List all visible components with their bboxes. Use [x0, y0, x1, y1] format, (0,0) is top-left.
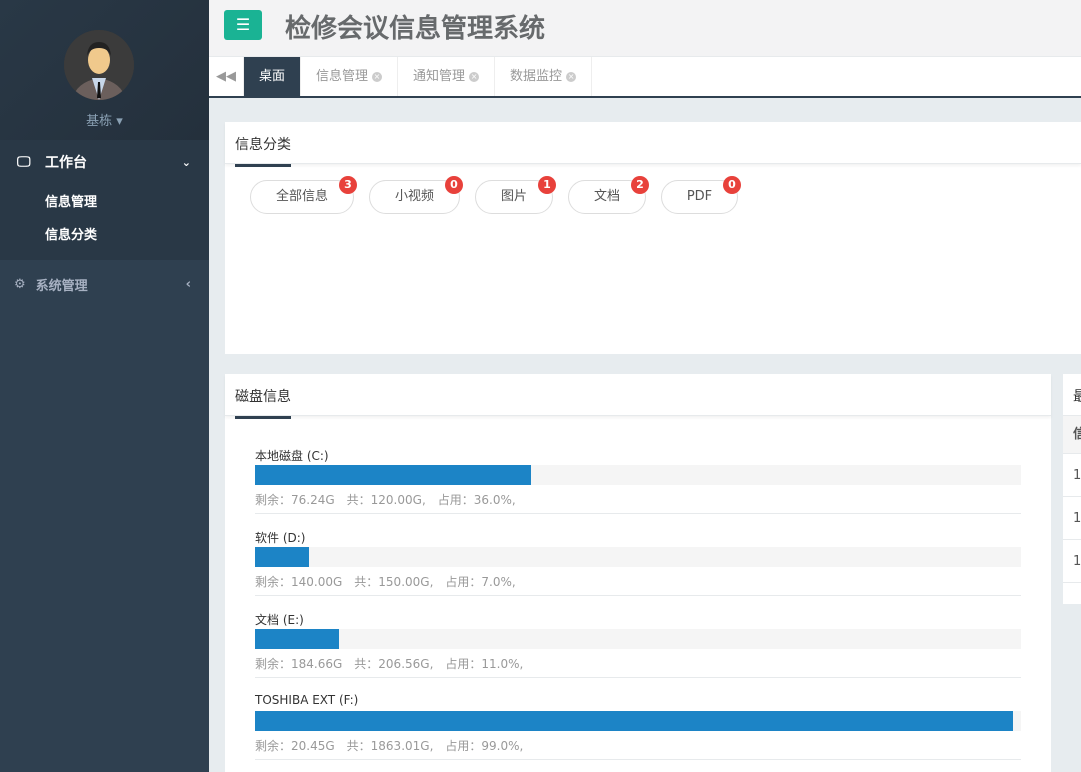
- disk-panel: 磁盘信息: [225, 374, 1051, 772]
- disk-usage-fill: [255, 547, 309, 567]
- table-row[interactable]: 1: [1063, 540, 1081, 583]
- panel-title: 信息分类: [235, 134, 291, 167]
- nav-label: 系统管理: [35, 278, 88, 294]
- profile: 基栋 ▾: [0, 0, 209, 140]
- close-icon[interactable]: ×: [469, 71, 480, 82]
- tab-info-management[interactable]: 信息管理 ×: [301, 57, 399, 96]
- tab-label: 信息管理: [316, 69, 369, 84]
- tab-label: 桌面: [259, 69, 286, 84]
- pill-pdf[interactable]: PDF 0: [661, 176, 741, 214]
- disk-info: 剩余：20.45G 共：1863.01G, 占用：99.0%,: [255, 737, 1021, 760]
- disk-usage-bar: [255, 711, 1021, 731]
- disk-name: 文档 (E:): [255, 613, 304, 627]
- table-header: 信: [1063, 416, 1081, 454]
- disk-usage-fill: [255, 629, 340, 649]
- pill-label: PDF: [686, 189, 713, 204]
- disk-usage-bar: [255, 629, 1021, 649]
- nav-system-management[interactable]: ⚙ 系统管理 ‹: [0, 260, 209, 308]
- disk-usage-bar: [255, 465, 1021, 485]
- menu-toggle-button[interactable]: ☰: [224, 10, 262, 40]
- table-row[interactable]: 1: [1063, 454, 1081, 497]
- tab-label: 数据监控: [510, 69, 563, 84]
- disk-item: 软件 (D:) 剩余：140.00G 共：150.00G, 占用：7.0%,: [255, 529, 1021, 596]
- page-title: 检修会议信息管理系统: [285, 14, 546, 44]
- cogs-icon: ⚙: [14, 276, 26, 292]
- disk-info: 剩余：76.24G 共：120.00G, 占用：36.0%,: [255, 491, 1021, 514]
- panel-title: 磁盘信息: [235, 386, 291, 419]
- disk-info: 剩余：184.66G 共：206.56G, 占用：11.0%,: [255, 655, 1021, 678]
- count-badge: 1: [538, 176, 556, 194]
- pill-label: 文档: [593, 189, 620, 204]
- table-row[interactable]: 1: [1063, 497, 1081, 540]
- username: 基栋: [86, 114, 113, 129]
- tabs-back-button[interactable]: ◀◀: [209, 57, 244, 96]
- tab-label: 通知管理: [413, 69, 466, 84]
- count-badge: 3: [339, 176, 357, 194]
- sidebar: 基栋 ▾ 🖵 工作台 ⌄ 信息管理 信息分类 ⚙ 系统管理 ‹: [0, 0, 209, 772]
- disk-name: TOSHIBA EXT (F:): [255, 693, 359, 707]
- pill-label: 图片: [500, 189, 527, 204]
- recent-panel: 最 信 1 1 1: [1063, 374, 1081, 604]
- tab-notice-management[interactable]: 通知管理 ×: [398, 57, 496, 96]
- close-icon[interactable]: ×: [372, 71, 383, 82]
- tab-desktop[interactable]: 桌面: [244, 57, 302, 96]
- pill-label: 小视频: [394, 189, 434, 204]
- disk-usage-fill: [255, 711, 1014, 731]
- nav-item-info-management[interactable]: 信息管理: [45, 195, 98, 210]
- disk-info: 剩余：140.00G 共：150.00G, 占用：7.0%,: [255, 573, 1021, 596]
- nav-item-info-category[interactable]: 信息分类: [45, 228, 98, 243]
- disk-item: TOSHIBA EXT (F:) 剩余：20.45G 共：1863.01G, 占用…: [255, 693, 1021, 760]
- pill-video[interactable]: 小视频 0: [369, 176, 463, 214]
- nav-workbench[interactable]: 🖵 工作台 ⌄: [0, 140, 209, 184]
- count-badge: 0: [723, 176, 741, 194]
- category-panel: 信息分类: [225, 122, 1081, 354]
- pill-all[interactable]: 全部信息 3: [250, 176, 357, 214]
- disk-name: 软件 (D:): [255, 531, 306, 545]
- desktop-icon: 🖵: [17, 154, 31, 170]
- disk-item: 本地磁盘 (C:) 剩余：76.24G 共：120.00G, 占用：36.0%,: [255, 447, 1021, 514]
- disk-usage-bar: [255, 547, 1021, 567]
- nav-label: 工作台: [45, 155, 87, 171]
- chevron-left-icon: ‹: [185, 276, 191, 292]
- close-icon[interactable]: ×: [566, 71, 577, 82]
- tab-bar: ◀◀ 桌面 信息管理 × 通知管理 × 数据监控 ×: [209, 57, 1081, 98]
- user-menu[interactable]: 基栋 ▾: [86, 114, 123, 129]
- disk-usage-fill: [255, 465, 531, 485]
- tab-data-monitor[interactable]: 数据监控 ×: [495, 57, 593, 96]
- count-badge: 2: [631, 176, 649, 194]
- pill-document[interactable]: 文档 2: [568, 176, 649, 214]
- chevron-down-icon: ⌄: [181, 155, 191, 169]
- avatar[interactable]: [64, 30, 134, 100]
- topbar: ☰ 检修会议信息管理系统: [209, 0, 1081, 57]
- disk-item: 文档 (E:) 剩余：184.66G 共：206.56G, 占用：11.0%,: [255, 611, 1021, 678]
- pill-label: 全部信息: [275, 189, 328, 204]
- count-badge: 0: [445, 176, 463, 194]
- disk-name: 本地磁盘 (C:): [255, 449, 329, 463]
- panel-title: 最: [1063, 374, 1081, 416]
- pill-image[interactable]: 图片 1: [475, 176, 556, 214]
